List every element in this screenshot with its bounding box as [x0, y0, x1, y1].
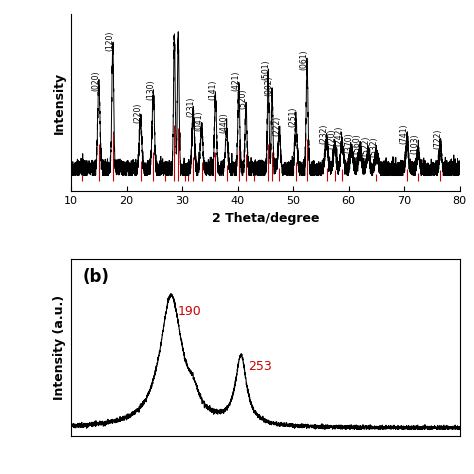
Text: (020): (020): [91, 71, 100, 91]
Text: (501): (501): [261, 60, 270, 81]
Text: 253: 253: [248, 360, 272, 373]
Text: (103): (103): [411, 134, 420, 155]
Text: (231): (231): [186, 97, 195, 118]
Text: (141): (141): [208, 80, 217, 100]
Y-axis label: Intensity (a.u.): Intensity (a.u.): [53, 295, 65, 400]
Text: (242): (242): [335, 126, 344, 146]
Text: (370): (370): [344, 133, 353, 153]
Text: (532): (532): [369, 137, 378, 157]
Text: (522): (522): [361, 136, 370, 156]
Text: (b): (b): [83, 268, 109, 286]
Text: 190: 190: [178, 305, 201, 318]
Text: (741): (741): [400, 123, 409, 144]
X-axis label: 2 Theta/degree: 2 Theta/degree: [212, 212, 319, 225]
Text: (120): (120): [106, 31, 114, 51]
Text: (061): (061): [300, 49, 309, 70]
Text: (421): (421): [231, 71, 240, 91]
Text: (002): (002): [265, 76, 274, 96]
Text: (220): (220): [133, 102, 142, 123]
Text: (722): (722): [433, 129, 442, 149]
Text: (440): (440): [219, 113, 228, 133]
Text: (222): (222): [272, 116, 281, 136]
Text: (232): (232): [319, 124, 328, 144]
Text: (560): (560): [353, 134, 362, 155]
Y-axis label: Intensity: Intensity: [53, 72, 65, 134]
Text: (720): (720): [328, 128, 337, 149]
Text: (520): (520): [239, 89, 248, 109]
Text: (251): (251): [289, 106, 298, 127]
Text: (130): (130): [146, 80, 155, 100]
Text: (041): (041): [194, 110, 203, 131]
